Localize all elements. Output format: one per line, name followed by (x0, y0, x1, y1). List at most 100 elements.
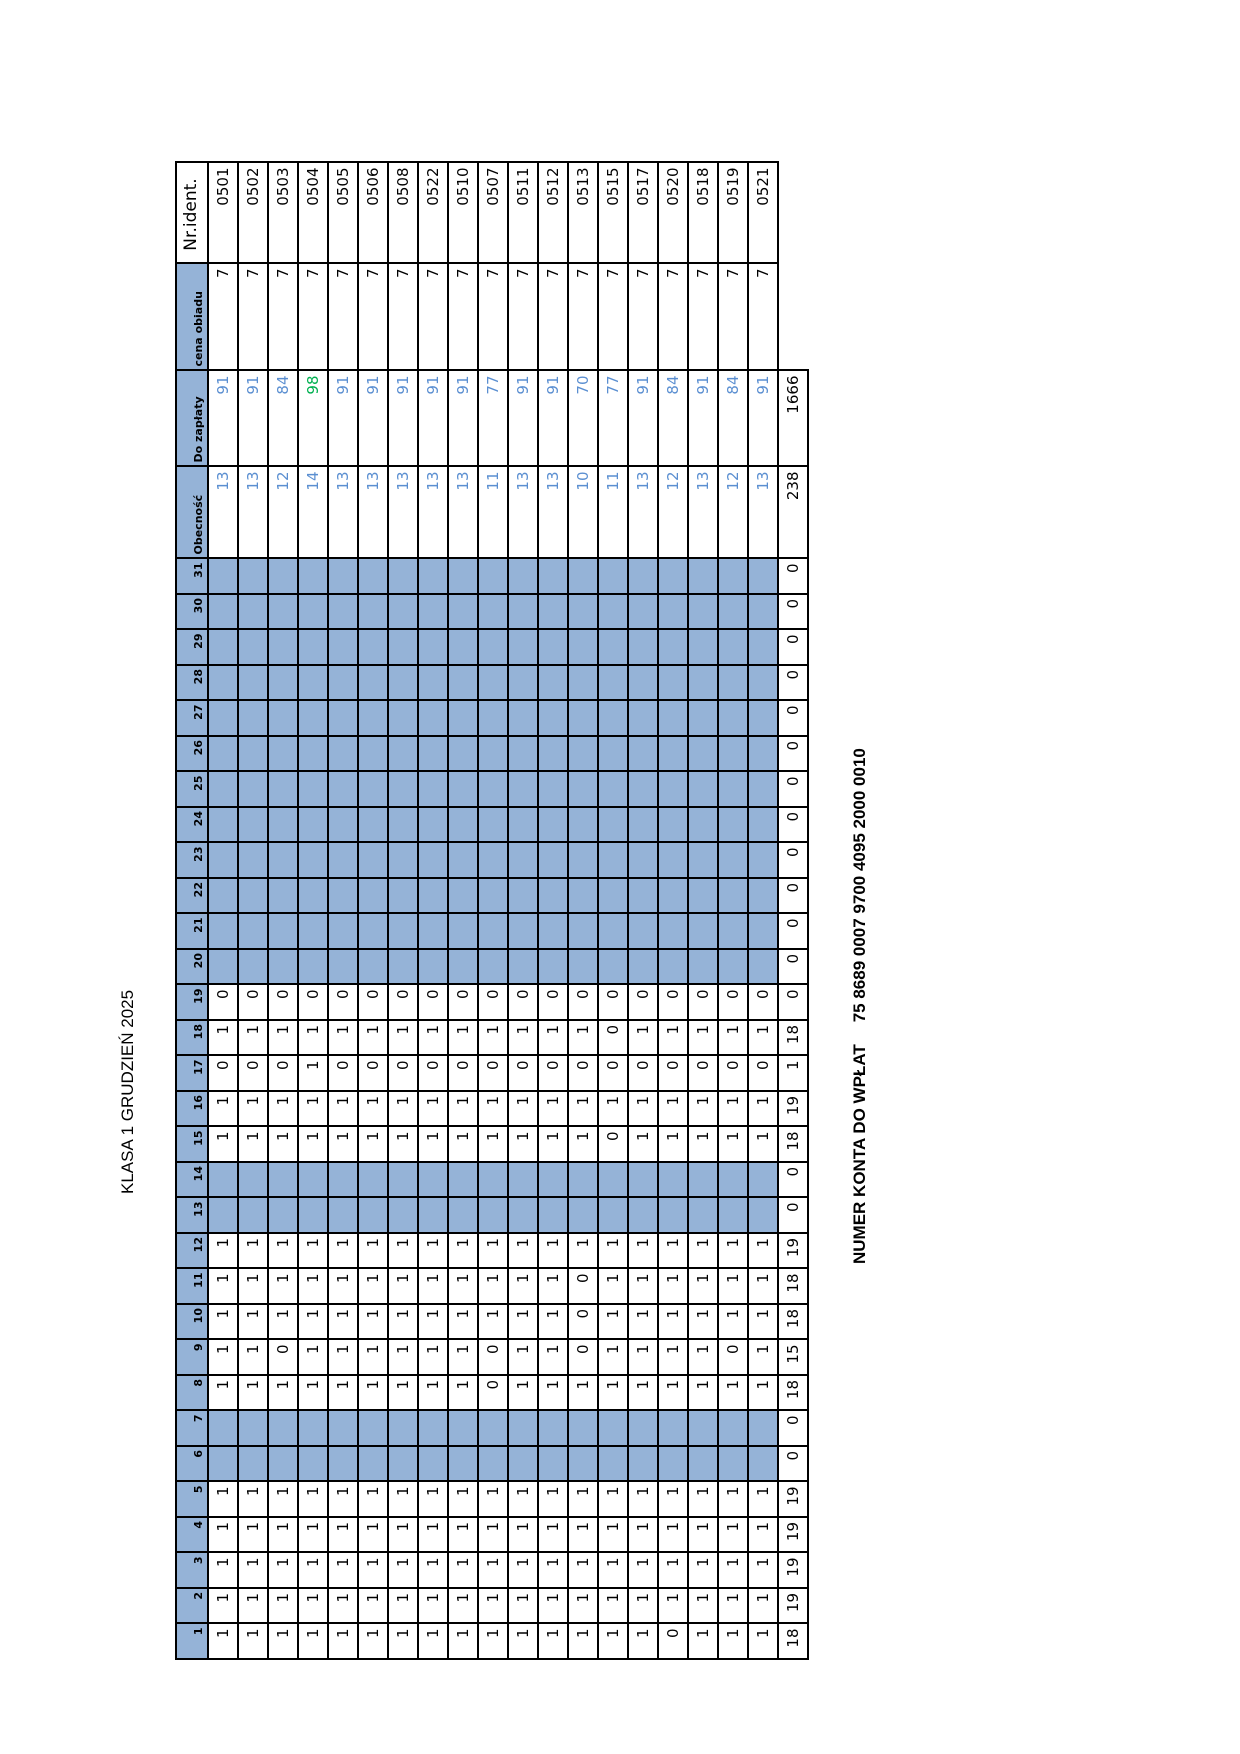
day-cell: 0 (568, 1268, 598, 1304)
student-row: 1 1 1 1 1 1 1 1 1 1 1 1 0 1 0 13 91 7 0511 (508, 162, 538, 1659)
empty-cell (778, 163, 808, 264)
student-row: 1 1 1 1 1 1 1 1 1 1 1 1 0 1 0 13 91 7 0501 (208, 162, 238, 1659)
day-cell (658, 913, 688, 949)
day-cell: 1 (208, 1268, 238, 1304)
day-cell (598, 842, 628, 878)
day-cell (268, 629, 298, 665)
obecnosc-cell: 13 (238, 466, 268, 559)
day-cell (508, 1410, 538, 1446)
day-cell (718, 1197, 748, 1233)
day-total-cell: 0 (778, 771, 808, 807)
day-cell (448, 1197, 478, 1233)
do-zaplaty-cell: 91 (538, 370, 568, 467)
day-cell (748, 700, 778, 736)
day-cell (748, 842, 778, 878)
day-cell (718, 558, 748, 594)
day-cell: 1 (658, 1552, 688, 1588)
day-header: 23 (176, 842, 208, 878)
day-cell (598, 1162, 628, 1198)
day-cell (418, 1410, 448, 1446)
day-cell: 1 (328, 1588, 358, 1624)
day-cell (658, 842, 688, 878)
day-cell (238, 700, 268, 736)
day-cell (238, 594, 268, 630)
day-cell: 1 (688, 1623, 718, 1659)
do-zaplaty-cell: 91 (238, 370, 268, 467)
day-cell (478, 1410, 508, 1446)
day-cell (328, 700, 358, 736)
day-cell (568, 949, 598, 985)
day-cell (298, 1162, 328, 1198)
day-cell: 1 (478, 1552, 508, 1588)
day-cell (568, 594, 598, 630)
day-cell (478, 700, 508, 736)
day-cell (538, 913, 568, 949)
day-cell (328, 665, 358, 701)
day-cell: 1 (718, 1304, 748, 1340)
day-cell (508, 842, 538, 878)
day-cell (298, 771, 328, 807)
day-cell (598, 629, 628, 665)
day-cell (418, 807, 448, 843)
day-cell (268, 594, 298, 630)
account-label: NUMER KONTA DO WPŁAT (850, 1044, 869, 1264)
do-zaplaty-cell: 91 (208, 370, 238, 467)
do-zaplaty-cell: 70 (568, 370, 598, 467)
day-cell: 0 (328, 984, 358, 1020)
do-zaplaty-cell: 91 (748, 370, 778, 467)
day-cell (448, 771, 478, 807)
cena-obiadu-cell: 7 (448, 263, 478, 371)
day-cell: 1 (358, 1481, 388, 1517)
day-cell (268, 1446, 298, 1482)
day-cell: 1 (448, 1517, 478, 1553)
day-cell: 1 (388, 1304, 418, 1340)
day-cell: 1 (718, 1233, 748, 1269)
day-cell: 1 (418, 1517, 448, 1553)
day-cell (418, 558, 448, 594)
day-cell: 0 (658, 984, 688, 1020)
day-header: 8 (176, 1375, 208, 1411)
day-cell: 1 (748, 1339, 778, 1375)
student-row: 1 1 1 1 1 1 1 1 1 1 1 1 0 1 0 13 91 7 0510 (448, 162, 478, 1659)
day-cell (718, 878, 748, 914)
day-cell: 1 (658, 1020, 688, 1056)
day-cell (628, 1446, 658, 1482)
cena-obiadu-cell: 7 (508, 263, 538, 371)
day-cell: 1 (658, 1126, 688, 1162)
day-cell: 1 (748, 1268, 778, 1304)
day-cell: 1 (478, 1481, 508, 1517)
day-cell (358, 949, 388, 985)
day-header: 6 (176, 1446, 208, 1482)
day-cell (268, 700, 298, 736)
empty-cell (778, 263, 808, 371)
day-total-cell: 18 (778, 1126, 808, 1162)
obecnosc-cell: 13 (628, 466, 658, 559)
day-cell: 1 (268, 1091, 298, 1127)
day-total-cell: 0 (778, 594, 808, 630)
nr-ident-header: Nr.ident. (176, 162, 208, 264)
day-cell (328, 949, 358, 985)
day-cell (238, 913, 268, 949)
day-cell: 0 (718, 1339, 748, 1375)
day-cell: 1 (208, 1020, 238, 1056)
day-cell (238, 1162, 268, 1198)
day-cell (208, 594, 238, 630)
day-total-cell: 0 (778, 949, 808, 985)
cena-obiadu-cell: 7 (418, 263, 448, 371)
do-zaplaty-cell: 91 (388, 370, 418, 467)
day-cell: 0 (388, 984, 418, 1020)
day-cell (388, 878, 418, 914)
day-cell (658, 1446, 688, 1482)
day-cell (268, 1162, 298, 1198)
day-cell (538, 1197, 568, 1233)
day-cell (448, 913, 478, 949)
day-cell: 0 (688, 1055, 718, 1091)
day-cell (628, 1162, 658, 1198)
nr-ident-cell: 0518 (688, 162, 718, 264)
day-cell (208, 1410, 238, 1446)
day-cell: 1 (298, 1055, 328, 1091)
day-cell: 1 (658, 1339, 688, 1375)
day-cell: 1 (238, 1091, 268, 1127)
day-cell: 1 (328, 1623, 358, 1659)
day-cell: 1 (328, 1339, 358, 1375)
